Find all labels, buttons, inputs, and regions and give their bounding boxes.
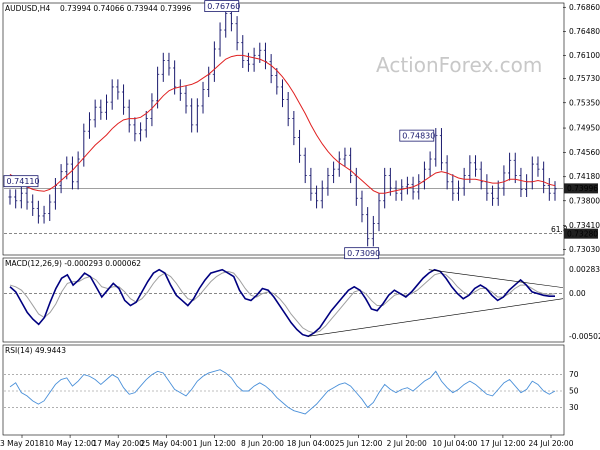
rsi-title: RSI(14) 49.9443 bbox=[5, 346, 66, 355]
price-annotation-label: 0.73090 bbox=[347, 249, 380, 258]
ohlc-readout: 0.73994 0.74066 0.73944 0.73996 bbox=[60, 4, 191, 13]
level-label: 61.8 bbox=[551, 225, 568, 234]
x-tick-label: 18 Jun 04:00 bbox=[287, 439, 335, 448]
rsi-y-tick-label: 30 bbox=[569, 403, 579, 412]
price-y-tick-label: 0.76860 bbox=[569, 3, 600, 12]
macd-plot bbox=[4, 268, 564, 338]
rsi-plot bbox=[4, 369, 563, 415]
price-y-tick-label: 0.74950 bbox=[569, 124, 600, 133]
price-annotation-box bbox=[3, 175, 39, 188]
x-tick-label: 10 May 12:00 bbox=[44, 439, 96, 448]
price-y-tick-label: 0.73410 bbox=[569, 221, 600, 230]
price-panel-frame bbox=[2, 2, 565, 256]
x-tick-label: 3 May 2018 bbox=[0, 439, 44, 448]
x-tick-label: 8 Jun 20:00 bbox=[241, 439, 284, 448]
rsi-panel-frame bbox=[2, 344, 565, 436]
price-annotation-box bbox=[399, 129, 435, 142]
price-tag-label: 0.73280 bbox=[567, 229, 598, 238]
price-tag-box bbox=[564, 183, 598, 194]
x-tick-label: 2 Jul 20:00 bbox=[387, 439, 427, 448]
price-annotation-label: 0.74830 bbox=[402, 132, 435, 141]
x-tick-label: 25 Jun 12:00 bbox=[335, 439, 383, 448]
macd-signal-line bbox=[9, 270, 556, 334]
price-y-tick-label: 0.73030 bbox=[569, 245, 600, 254]
price-annotation-box bbox=[344, 247, 380, 260]
x-tick-label: 17 Jul 12:00 bbox=[480, 439, 525, 448]
price-y-tick-label: 0.74560 bbox=[569, 148, 600, 157]
x-tick-label: 25 May 04:00 bbox=[141, 439, 193, 448]
rsi-y-tick-label: 50 bbox=[569, 387, 579, 396]
macd-main-line bbox=[9, 268, 555, 338]
price-annotation-label: 0.74110 bbox=[7, 177, 40, 186]
rsi-line bbox=[9, 369, 556, 415]
symbol-title: AUDUSD,H4 bbox=[5, 4, 50, 13]
x-tick-label: 1 Jun 12:00 bbox=[193, 439, 236, 448]
axes: 0.76860 0.76480 0.76100 0.75730 0.75350 0.749… bbox=[0, 3, 600, 448]
watermark: ActionForex.com bbox=[376, 53, 542, 77]
price-y-tick-label: 0.74180 bbox=[569, 172, 600, 181]
price-annotation-box bbox=[204, 0, 240, 12]
price-y-tick-label: 0.73800 bbox=[569, 196, 600, 205]
x-tick-label: 17 May 20:00 bbox=[92, 439, 144, 448]
macd-title: MACD(12,26,9) -0.000293 0.000062 bbox=[5, 259, 141, 268]
price-y-tick-label: 0.76100 bbox=[569, 51, 600, 60]
macd-panel-frame bbox=[2, 257, 565, 343]
macd-y-tick-label: -0.005021 bbox=[569, 332, 600, 341]
price-annotation-label: 0.76760 bbox=[207, 2, 240, 11]
price-y-tick-label: 0.75350 bbox=[569, 98, 600, 107]
macd-y-tick-label: 0.002839 bbox=[569, 265, 600, 274]
price-y-tick-label: 0.75730 bbox=[569, 74, 600, 83]
x-tick-label: 10 Jul 04:00 bbox=[432, 439, 477, 448]
macd-trendline-lower bbox=[308, 298, 564, 337]
rsi-y-tick-label: 70 bbox=[569, 370, 579, 379]
price-tag-box bbox=[564, 228, 598, 239]
x-tick-label: 24 Jul 20:00 bbox=[529, 439, 574, 448]
price-plot: 61.8 0.76760 0.74830 0.74110 0.73090 bbox=[3, 0, 568, 260]
macd-y-tick-label: 0.00 bbox=[569, 289, 586, 298]
moving-average-line bbox=[9, 54, 556, 194]
price-tag-label: 0.73996 bbox=[567, 184, 598, 193]
macd-trendline-upper bbox=[428, 269, 564, 288]
price-y-tick-label: 0.76480 bbox=[569, 27, 600, 36]
